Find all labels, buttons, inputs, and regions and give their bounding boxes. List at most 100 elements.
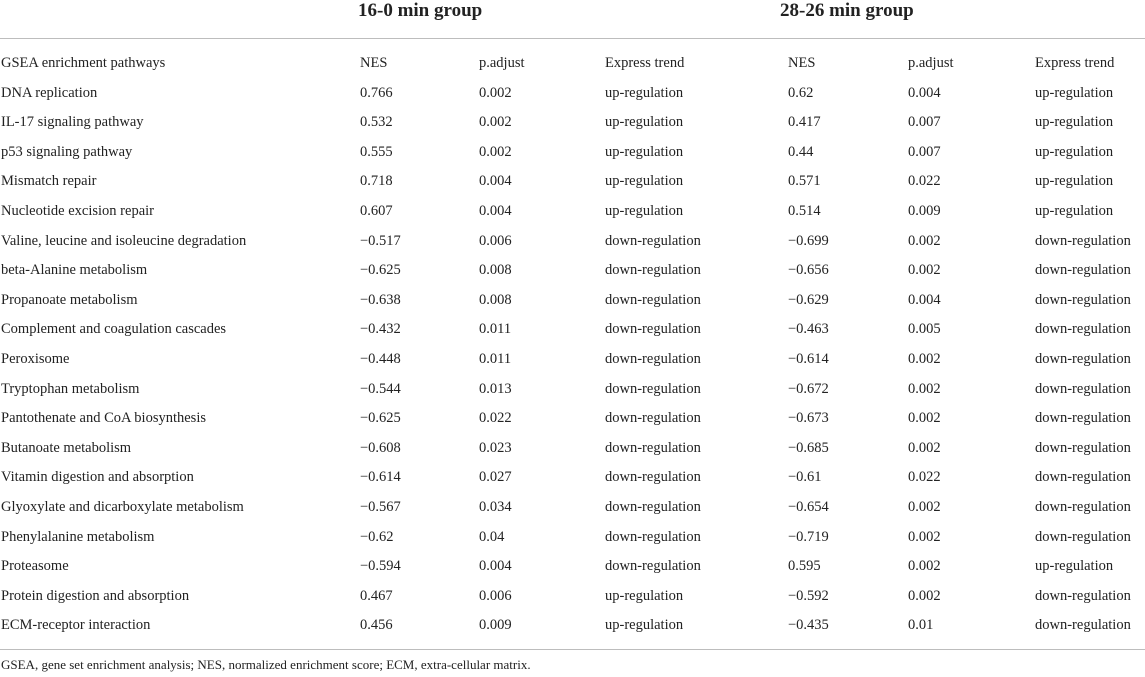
column-header-row: GSEA enrichment pathways NES p.adjust Expre… bbox=[0, 49, 1145, 79]
table-row: Mismatch repair 0.718 0.004 up-regulation 0.… bbox=[0, 167, 1145, 197]
table-cell: 0.007 bbox=[908, 114, 941, 131]
table-cell: up-regulation bbox=[605, 587, 684, 604]
table-cell: 0.467 bbox=[360, 587, 393, 604]
table-cell: Protein digestion and absorption bbox=[1, 587, 190, 604]
table-cell: up-regulation bbox=[1035, 143, 1114, 160]
table-cell: 0.532 bbox=[360, 114, 393, 131]
table-row: Nucleotide excision repair 0.607 0.004 up-r… bbox=[0, 197, 1145, 227]
table-cell: down-regulation bbox=[1035, 410, 1131, 427]
table-cell: −0.719 bbox=[788, 528, 829, 545]
table-footnote: GSEA, gene set enrichment analysis; NES,… bbox=[1, 657, 531, 672]
table-cell: −0.592 bbox=[788, 587, 829, 604]
table-cell: beta-Alanine metabolism bbox=[1, 262, 148, 279]
table-cell: 0.002 bbox=[908, 380, 941, 397]
table-cell: −0.448 bbox=[360, 350, 401, 367]
table-cell: Pantothenate and CoA biosynthesis bbox=[1, 410, 206, 427]
column-header: Express trend bbox=[605, 55, 685, 71]
table-row: DNA replication 0.766 0.002 up-regulation 0.… bbox=[0, 79, 1145, 109]
table-cell: −0.625 bbox=[360, 262, 401, 279]
table-cell: −0.517 bbox=[360, 232, 401, 249]
table-cell: −0.567 bbox=[360, 498, 401, 515]
column-header: NES bbox=[788, 55, 816, 71]
table-cell: Phenylalanine metabolism bbox=[1, 528, 155, 545]
table-cell: 0.571 bbox=[788, 173, 821, 190]
table-cell: 0.002 bbox=[479, 84, 512, 101]
table-cell: −0.699 bbox=[788, 232, 829, 249]
table-cell: 0.011 bbox=[479, 350, 512, 367]
table-cell: 0.456 bbox=[360, 617, 393, 634]
table-cell: down-regulation bbox=[605, 262, 701, 279]
table-cell: 0.002 bbox=[908, 587, 941, 604]
table-cell: down-regulation bbox=[605, 558, 701, 575]
column-header: GSEA enrichment pathways bbox=[1, 55, 166, 71]
table-cell: 0.514 bbox=[788, 202, 821, 219]
table-cell: up-regulation bbox=[605, 202, 684, 219]
table-cell: down-regulation bbox=[1035, 439, 1131, 456]
table-cell: 0.008 bbox=[479, 262, 512, 279]
column-header: p.adjust bbox=[908, 55, 954, 71]
table-cell: 0.013 bbox=[479, 380, 512, 397]
table-row: Vitamin digestion and absorption −0.614 0.… bbox=[0, 463, 1145, 493]
table-cell: −0.614 bbox=[360, 469, 401, 486]
table-cell: Complement and coagulation cascades bbox=[1, 321, 227, 338]
column-header: p.adjust bbox=[479, 55, 525, 71]
table-cell: 0.008 bbox=[479, 291, 512, 308]
table-cell: −0.463 bbox=[788, 321, 829, 338]
table-cell: −0.673 bbox=[788, 410, 829, 427]
table-row: Proteasome −0.594 0.004 down-regulation 0.59… bbox=[0, 552, 1145, 582]
table-cell: p53 signaling pathway bbox=[1, 143, 133, 160]
column-header: Express trend bbox=[1035, 55, 1115, 71]
table-cell: up-regulation bbox=[605, 617, 684, 634]
table-row: Pantothenate and CoA biosynthesis −0.625 0… bbox=[0, 404, 1145, 434]
table-cell: 0.034 bbox=[479, 498, 512, 515]
table-row: IL-17 signaling pathway 0.532 0.002 up-regu… bbox=[0, 108, 1145, 138]
table-cell: 0.002 bbox=[908, 558, 941, 575]
table-row: ECM-receptor interaction 0.456 0.009 up-reg… bbox=[0, 611, 1145, 641]
table-row: Butanoate metabolism −0.608 0.023 down-regu… bbox=[0, 434, 1145, 464]
table-cell: 0.62 bbox=[788, 84, 814, 101]
table-cell: 0.44 bbox=[788, 143, 814, 160]
table-cell: −0.614 bbox=[788, 350, 829, 367]
data-table: GSEA enrichment pathways NES p.adjust Expre… bbox=[0, 49, 1145, 641]
table-row: p53 signaling pathway 0.555 0.002 up-regula… bbox=[0, 138, 1145, 168]
table-cell: 0.022 bbox=[479, 410, 512, 427]
table-cell: 0.002 bbox=[479, 114, 512, 131]
table-cell: down-regulation bbox=[1035, 380, 1131, 397]
table-cell: 0.01 bbox=[908, 617, 934, 634]
table-cell: down-regulation bbox=[605, 350, 701, 367]
table-cell: 0.006 bbox=[479, 232, 512, 249]
table-cell: −0.625 bbox=[360, 410, 401, 427]
table-cell: Glyoxylate and dicarboxylate metabolism bbox=[1, 498, 244, 515]
table-cell: down-regulation bbox=[605, 380, 701, 397]
table-cell: up-regulation bbox=[1035, 114, 1114, 131]
table-cell: IL-17 signaling pathway bbox=[1, 114, 144, 131]
table-cell: down-regulation bbox=[1035, 498, 1131, 515]
table-row: Phenylalanine metabolism −0.62 0.04 down-re… bbox=[0, 523, 1145, 553]
table-cell: −0.594 bbox=[360, 558, 401, 575]
table-cell: 0.002 bbox=[908, 262, 941, 279]
table-cell: Nucleotide excision repair bbox=[1, 202, 154, 219]
table-cell: 0.004 bbox=[479, 202, 512, 219]
table-cell: −0.61 bbox=[788, 469, 822, 486]
table-cell: −0.435 bbox=[788, 617, 829, 634]
table-cell: 0.004 bbox=[908, 291, 941, 308]
table-cell: up-regulation bbox=[605, 84, 684, 101]
table-cell: down-regulation bbox=[1035, 528, 1131, 545]
table-cell: up-regulation bbox=[1035, 173, 1114, 190]
table-cell: Peroxisome bbox=[1, 350, 70, 367]
table-cell: down-regulation bbox=[605, 232, 701, 249]
table-cell: −0.685 bbox=[788, 439, 829, 456]
table-cell: down-regulation bbox=[605, 321, 701, 338]
table-cell: −0.654 bbox=[788, 498, 829, 515]
table-cell: down-regulation bbox=[605, 528, 701, 545]
table-cell: up-regulation bbox=[1035, 202, 1114, 219]
table-cell: up-regulation bbox=[1035, 84, 1114, 101]
table-cell: 0.002 bbox=[908, 528, 941, 545]
table-cell: down-regulation bbox=[605, 469, 701, 486]
table-row: Protein digestion and absorption 0.467 0.0… bbox=[0, 582, 1145, 612]
table-cell: 0.022 bbox=[908, 469, 941, 486]
table-cell: 0.004 bbox=[479, 558, 512, 575]
table-cell: 0.766 bbox=[360, 84, 393, 101]
table-cell: 0.002 bbox=[908, 410, 941, 427]
table-cell: 0.006 bbox=[479, 587, 512, 604]
